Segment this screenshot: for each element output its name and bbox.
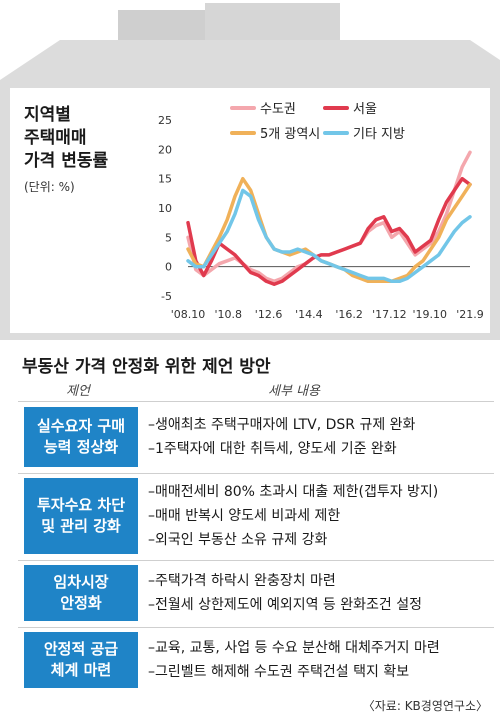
- divider: [18, 401, 494, 402]
- unit-label: (단위: %): [24, 180, 75, 194]
- y-tick-label: 20: [158, 143, 172, 156]
- detail-item: –외국인 부동산 소유 규제 강화: [148, 532, 328, 548]
- legend-label: 5개 광역시: [260, 127, 320, 142]
- chart-title: 지역별 주택매매 가격 변동률: [24, 104, 108, 173]
- proposal-details: –매매전세비 80% 초과시 대출 제한(갭투자 방지) –매매 반복시 양도세…: [148, 480, 438, 552]
- y-tick-label: -5: [161, 290, 172, 303]
- detail-item: –매매 반복시 양도세 비과세 제한: [148, 508, 341, 524]
- detail-item: –그린벨트 해제해 수도권 주택건설 택지 확보: [148, 664, 410, 680]
- column-header-proposal: 제언: [66, 384, 90, 399]
- proposal-label: 안정적 공급 체계 마련: [24, 632, 138, 688]
- proposal-row: 투자수요 차단 및 관리 강화 –매매전세비 80% 초과시 대출 제한(갭투자 …: [24, 478, 494, 554]
- detail-item: –매매전세비 80% 초과시 대출 제한(갭투자 방지): [148, 484, 439, 500]
- detail-item: –전월세 상한제도에 예외지역 등 완화조건 설정: [148, 597, 422, 613]
- detail-item: –주택가격 하락시 완충장치 마련: [148, 573, 336, 589]
- detail-item: –생애최초 주택구매자에 LTV, DSR 규제 완화: [148, 417, 416, 433]
- proposal-row: 실수요자 구매 능력 정상화 –생애최초 주택구매자에 LTV, DSR 규제 완…: [24, 407, 494, 467]
- x-tick-label: '10.8: [215, 308, 243, 321]
- legend-label: 수도권: [260, 102, 296, 117]
- x-tick-label: '08.10: [171, 308, 206, 321]
- y-tick-label: 5: [165, 231, 172, 244]
- y-tick-label: 25: [158, 114, 172, 127]
- price-change-chart: 25 20 15 10 5 0 -5 '08.10 '10.8 '12.6 '14.4 '16.2 '1…: [158, 102, 484, 321]
- title-line-1: 지역별: [24, 105, 71, 125]
- proposal-label: 실수요자 구매 능력 정상화: [24, 407, 138, 467]
- x-tick-label: '19.10: [412, 308, 447, 321]
- y-tick-label: 0: [165, 261, 172, 274]
- x-tick-label: '12.6: [255, 308, 283, 321]
- proposal-title: 부동산 가격 안정화 위한 제언 방안: [22, 357, 271, 377]
- divider: [18, 560, 494, 561]
- column-header-details: 세부 내용: [268, 384, 320, 399]
- legend-label: 서울: [353, 102, 377, 117]
- divider: [18, 473, 494, 474]
- chimney-right: [205, 3, 340, 40]
- title-line-2: 주택매매: [24, 128, 87, 148]
- series-line: [186, 176, 472, 287]
- divider: [18, 627, 494, 628]
- proposal-details: –주택가격 하락시 완충장치 마련 –전월세 상한제도에 예외지역 등 완화조건…: [148, 569, 422, 617]
- x-tick-label: '17.12: [372, 308, 407, 321]
- x-tick-label: '21.9: [456, 308, 484, 321]
- series-line: [186, 188, 472, 284]
- title-line-3: 가격 변동률: [24, 151, 109, 171]
- detail-item: –1주택자에 대한 취득세, 양도세 기준 완화: [148, 441, 397, 457]
- legend-label: 기타 지방: [353, 127, 405, 142]
- source-note: 〈자료: KB경영연구소〉: [362, 699, 488, 713]
- proposal-details: –교육, 교통, 사업 등 수요 분산해 대체주거지 마련 –그린벨트 해제해 …: [148, 636, 440, 684]
- series-line: [186, 176, 472, 284]
- y-tick-label: 10: [158, 202, 172, 215]
- proposal-row: 안정적 공급 체계 마련 –교육, 교통, 사업 등 수요 분산해 대체주거지 마…: [24, 632, 494, 688]
- proposal-details: –생애최초 주택구매자에 LTV, DSR 규제 완화 –1주택자에 대한 취득…: [148, 413, 415, 461]
- proposal-label: 투자수요 차단 및 관리 강화: [24, 478, 138, 554]
- house-wall: [10, 88, 490, 333]
- x-tick-label: '14.4: [295, 308, 323, 321]
- y-tick-label: 15: [158, 173, 172, 186]
- proposal-row: 임차시장 안정화 –주택가격 하락시 완충장치 마련 –전월세 상한제도에 예외지…: [24, 565, 494, 621]
- x-tick-label: '16.2: [335, 308, 363, 321]
- detail-item: –교육, 교통, 사업 등 수요 분산해 대체주거지 마련: [148, 640, 440, 656]
- proposal-label: 임차시장 안정화: [24, 565, 138, 621]
